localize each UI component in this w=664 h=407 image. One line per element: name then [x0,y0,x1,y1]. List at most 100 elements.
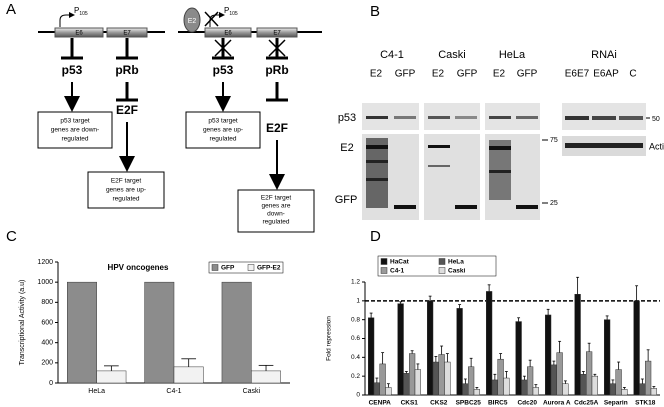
error-bar [576,276,580,295]
shape [268,39,286,57]
bar [403,373,410,396]
shape [428,145,450,148]
bar [515,321,522,396]
bar [527,366,534,396]
error-bar [517,317,521,322]
bar [367,317,375,396]
error-bar [381,352,385,364]
group-label: HeLa [499,49,526,61]
panel-label: D [370,228,381,245]
error-bar [652,386,656,389]
bar [650,388,658,396]
legend-swatch [247,264,255,271]
legend-frame [377,255,497,277]
x-tick-label: STK18 [635,400,656,407]
bar [432,361,439,396]
bar [544,314,552,396]
legend-label: HaCat [390,259,410,266]
y-axis-label: Transcriptional Activity (a.u) [19,280,26,366]
y-tick-label: 0.2 [351,373,360,380]
outcome-line: regulated [61,136,88,143]
repressor-label: E2 [188,18,197,25]
shape [185,111,261,149]
error-bar [258,364,274,371]
bar [574,293,581,396]
error-bar [581,371,585,375]
promoter-sub: 105 [229,11,238,17]
legend-label: GFP [221,265,235,272]
bar [591,375,599,396]
shape [366,160,388,163]
x-tick-label: CKS1 [401,400,419,407]
error-bar [458,304,462,309]
bar [373,382,380,396]
outcome-line: E2F target [261,195,292,202]
bar [633,300,640,396]
bar [462,383,469,396]
pathway-left [37,12,165,209]
error-bar [487,284,491,292]
shape [565,116,589,120]
error-bar [534,384,538,388]
shape [428,165,450,167]
row-label: GFP [335,194,358,206]
x-tick-label: Caski [243,388,261,395]
shape [394,205,416,209]
lane-label: E6AP [593,69,619,80]
error-bar [399,301,403,304]
legend-label: GFP-E2 [257,265,281,272]
bar [550,364,557,396]
outcome-line: genes are down- [51,127,99,134]
bar [621,389,628,396]
x-tick-label: CKS2 [430,400,448,407]
bar [444,361,451,396]
bar [221,281,252,384]
y-tick-label: 0.4 [351,354,360,361]
bar [497,358,504,396]
y-tick-label: 0.8 [351,316,360,323]
shape [59,12,75,27]
lane-label: E2 [493,69,506,80]
error-bar [428,295,432,301]
row-label: E2 [340,142,353,154]
x-tick-label: CENPA [369,400,392,407]
error-bar [546,308,550,315]
bar [603,319,611,396]
shape [592,116,616,120]
bar [385,387,392,396]
x-tick-label: HeLa [88,388,105,395]
legend-swatch [211,264,219,271]
error-bar [622,387,626,390]
x-tick-label: Cdc20 [517,400,537,407]
group-label: Caski [438,49,466,61]
promoter-label: P105 [224,6,238,17]
legend-label: HeLa [448,259,464,266]
factor-label: E2F [266,121,288,135]
bar [251,370,281,384]
shape [516,116,538,119]
x-tick-label: Cdc25A [574,400,599,407]
shape [204,11,219,27]
control-label: Actin [649,141,664,151]
error-bar [469,357,473,367]
bar [609,383,616,396]
group-label: C4-1 [380,49,404,61]
shape [183,7,201,33]
y-tick-label: 0 [49,380,53,387]
panel-label: B [370,3,380,20]
bar [67,281,97,384]
shape [214,39,232,57]
error-bar [640,378,644,384]
gene-label: E7 [273,31,281,37]
bar [144,281,175,384]
bar [473,389,481,396]
bar [556,352,563,396]
y-axis-label: Fold repression [326,316,333,361]
bar [438,354,445,396]
gene-label: E7 [123,31,131,37]
error-bar [635,285,639,301]
legend-frame [208,261,284,274]
error-bar [617,361,621,370]
promoter: P [74,6,79,15]
error-bar [104,365,119,371]
